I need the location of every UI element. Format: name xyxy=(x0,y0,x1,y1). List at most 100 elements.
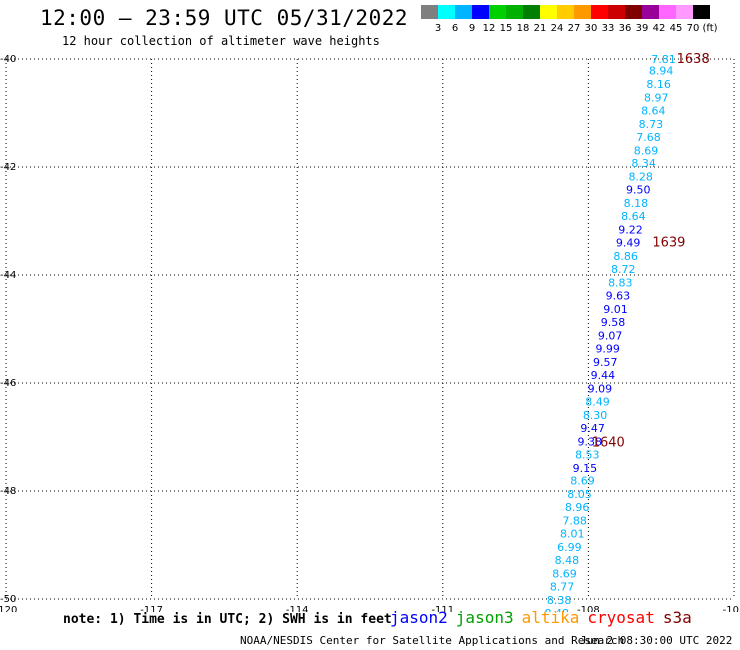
swh-data-point: 7.81 xyxy=(651,53,676,66)
swh-data-point: 8.96 xyxy=(565,501,590,514)
swh-data-point: 9.09 xyxy=(588,382,613,395)
x-tick-label: -111 xyxy=(431,605,454,612)
swh-data-point: 7.88 xyxy=(562,515,587,528)
colorbar-swatch xyxy=(608,5,625,19)
swh-data-point: 9.38 xyxy=(577,435,602,448)
swh-data-point: 8.53 xyxy=(575,448,600,461)
colorbar-label: 3 xyxy=(435,23,441,33)
colorbar-label: 24 xyxy=(551,23,564,33)
colorbar-swatch xyxy=(438,5,455,19)
x-tick-label: -108 xyxy=(577,605,600,612)
y-tick-label: -40 xyxy=(0,54,16,65)
swh-data-point: 9.99 xyxy=(595,342,620,355)
swh-data-point: 8.69 xyxy=(552,568,577,581)
colorbar-swatch xyxy=(676,5,693,19)
swh-data-point: 8.73 xyxy=(639,118,664,131)
swh-data-point: 9.63 xyxy=(606,290,631,303)
swh-data-point: 8.34 xyxy=(631,157,656,170)
y-tick-label: -50 xyxy=(0,594,16,605)
swh-data-point: 6.99 xyxy=(557,541,582,554)
satellite-legend: jason2 jason3 altika cryosat s3a xyxy=(390,608,700,627)
y-tick-label: -46 xyxy=(0,378,16,389)
colorbar-swatch xyxy=(489,5,506,19)
colorbar-label: 21 xyxy=(534,23,547,33)
colorbar-swatch xyxy=(659,5,676,19)
swh-data-point: 8.30 xyxy=(583,409,608,422)
page-subtitle: 12 hour collection of altimeter wave hei… xyxy=(62,34,380,48)
swh-data-point: 8.94 xyxy=(649,64,674,77)
swh-data-point: 9.58 xyxy=(601,316,626,329)
swh-data-point: 9.50 xyxy=(626,184,651,197)
colorbar-label: 42 xyxy=(653,23,666,33)
swh-data-point: 9.47 xyxy=(580,422,605,435)
swh-data-point: 9.15 xyxy=(573,462,598,475)
colorbar-label: 30 xyxy=(585,23,598,33)
swh-data-point: 8.69 xyxy=(570,475,595,488)
swh-data-point: 7.68 xyxy=(636,131,661,144)
colorbar-label: 39 xyxy=(636,23,649,33)
swh-data-point: 8.01 xyxy=(560,528,585,541)
swh-data-point: 9.07 xyxy=(598,329,623,342)
colorbar-swatch xyxy=(574,5,591,19)
colorbar-label: 27 xyxy=(568,23,581,33)
colorbar-label: 18 xyxy=(517,23,530,33)
colorbar-label: 45 xyxy=(670,23,683,33)
y-tick-label: -44 xyxy=(0,270,16,281)
colorbar-label: 15 xyxy=(500,23,513,33)
swh-data-point: 9.49 xyxy=(616,237,641,250)
swh-data-point: 8.64 xyxy=(641,104,666,117)
generated-timestamp: Jun 2 08:30:00 UTC 2022 xyxy=(580,634,733,647)
swh-data-point: 8.83 xyxy=(608,277,633,290)
colorbar-swatch xyxy=(540,5,557,19)
colorbar-label: 36 xyxy=(619,23,632,33)
wave-height-plot: -120 -117 -114 -111 -108 -105 -40 -42 -44 -46 -48 -… xyxy=(0,52,740,612)
time-label: 1638 xyxy=(677,52,710,67)
x-tick-label: -117 xyxy=(140,605,163,612)
swh-data-point: 8.49 xyxy=(585,395,610,408)
colorbar-label: 6 xyxy=(452,23,458,33)
units-note: note: 1) Time is in UTC; 2) SWH is in fe… xyxy=(63,612,392,627)
colorbar-label: 33 xyxy=(602,23,615,33)
swh-data-point: 8.05 xyxy=(567,488,592,501)
colorbar-swatch xyxy=(642,5,659,19)
y-tick-label: -48 xyxy=(0,486,16,497)
swh-data-point: 8.48 xyxy=(544,607,569,612)
satellite-legend-jason3: jason3 xyxy=(455,608,514,627)
colorbar-label: (ft) xyxy=(702,23,717,33)
colorbar-swatch xyxy=(625,5,642,19)
colorbar-swatch xyxy=(421,5,438,19)
colorbar-swatch xyxy=(506,5,523,19)
x-tick-label: -120 xyxy=(0,605,17,612)
page-title: 12:00 – 23:59 UTC 05/31/2022 xyxy=(40,6,409,30)
swh-data-point: 8.69 xyxy=(634,144,659,157)
colorbar-swatch xyxy=(455,5,472,19)
colorbar-legend: 3 6 9 12 15 18 21 24 27 30 33 36 39 42 45 70 (ft) xyxy=(421,5,718,33)
x-tick-label: -105 xyxy=(723,605,740,612)
swh-data-point: 8.48 xyxy=(555,554,580,567)
swh-data-point: 8.28 xyxy=(628,171,653,184)
satellite-legend-cryosat: cryosat xyxy=(587,608,655,627)
colorbar-swatch xyxy=(693,5,710,19)
time-label: 1640 xyxy=(592,435,625,450)
swh-data-point: 9.22 xyxy=(618,224,643,237)
swh-data-point: 8.16 xyxy=(646,78,671,91)
satellite-legend-jason2: jason2 xyxy=(390,608,448,627)
y-tick-label: -42 xyxy=(0,162,16,173)
colorbar-swatch xyxy=(557,5,574,19)
colorbar-label: 9 xyxy=(469,23,475,33)
swh-data-point: 9.57 xyxy=(593,356,618,369)
satellite-legend-altika: altika xyxy=(521,608,580,627)
swh-data-point: 8.72 xyxy=(611,263,636,276)
swh-data-point: 8.86 xyxy=(613,250,638,263)
colorbar-swatch xyxy=(472,5,489,19)
time-label: 1639 xyxy=(652,236,685,251)
swh-data-point: 8.64 xyxy=(621,210,646,223)
swh-data-point: 9.01 xyxy=(603,303,628,316)
x-tick-label: -114 xyxy=(286,605,309,612)
colorbar-label: 12 xyxy=(483,23,496,33)
satellite-legend-s3a: s3a xyxy=(662,608,692,627)
swh-data-point: 8.77 xyxy=(550,581,575,594)
credit-text: NOAA/NESDIS Center for Satellite Applica… xyxy=(240,634,625,647)
swh-data-point: 8.18 xyxy=(624,197,649,210)
swh-data-point: 9.44 xyxy=(591,369,616,382)
